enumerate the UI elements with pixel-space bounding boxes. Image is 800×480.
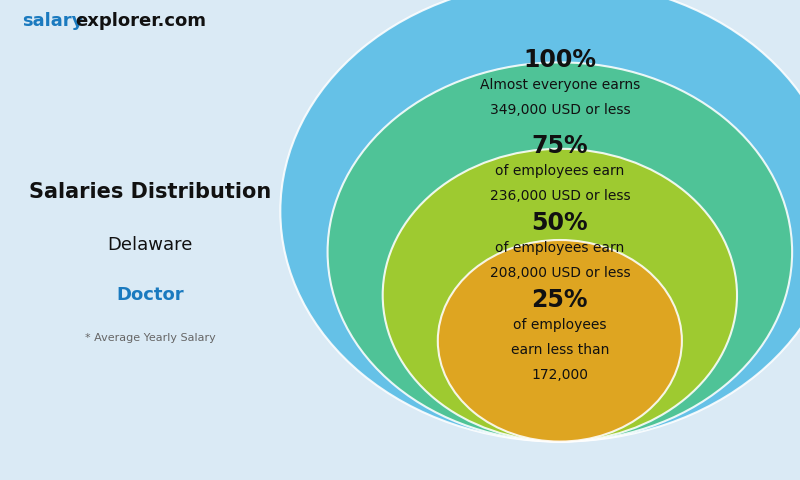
Ellipse shape bbox=[280, 0, 800, 442]
Text: 208,000 USD or less: 208,000 USD or less bbox=[490, 266, 630, 280]
Text: Doctor: Doctor bbox=[117, 286, 184, 304]
Text: of employees earn: of employees earn bbox=[495, 241, 625, 255]
Text: 236,000 USD or less: 236,000 USD or less bbox=[490, 189, 630, 204]
Ellipse shape bbox=[438, 240, 682, 442]
Text: 25%: 25% bbox=[532, 288, 588, 312]
Text: of employees earn: of employees earn bbox=[495, 164, 625, 179]
Text: 100%: 100% bbox=[523, 48, 596, 72]
Text: Salaries Distribution: Salaries Distribution bbox=[30, 182, 271, 202]
Text: salary: salary bbox=[22, 12, 83, 30]
Text: 50%: 50% bbox=[531, 211, 588, 235]
Ellipse shape bbox=[382, 149, 737, 442]
Text: Delaware: Delaware bbox=[108, 236, 193, 254]
Ellipse shape bbox=[327, 62, 792, 442]
Text: 349,000 USD or less: 349,000 USD or less bbox=[490, 103, 630, 117]
Text: 75%: 75% bbox=[531, 134, 588, 158]
Text: Almost everyone earns: Almost everyone earns bbox=[480, 78, 640, 92]
Text: explorer.com: explorer.com bbox=[75, 12, 206, 30]
Text: earn less than: earn less than bbox=[510, 343, 609, 357]
Text: of employees: of employees bbox=[513, 318, 606, 332]
Text: * Average Yearly Salary: * Average Yearly Salary bbox=[85, 334, 216, 343]
Text: 172,000: 172,000 bbox=[531, 368, 588, 382]
